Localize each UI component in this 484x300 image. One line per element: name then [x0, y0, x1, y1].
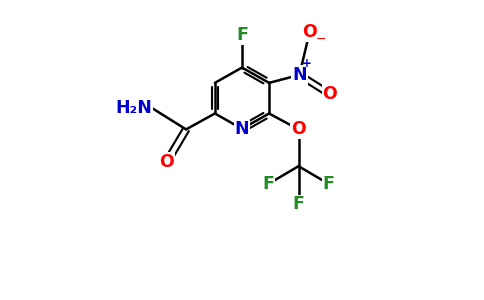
Text: −: − [316, 33, 326, 46]
Text: +: + [302, 57, 311, 70]
Text: O: O [291, 120, 306, 138]
Text: O: O [160, 153, 174, 171]
Text: F: F [262, 175, 274, 193]
Text: F: F [236, 26, 248, 44]
Text: F: F [323, 175, 334, 193]
Text: O: O [322, 85, 337, 103]
Text: N: N [292, 66, 307, 84]
Text: H₂N: H₂N [115, 99, 152, 117]
Text: F: F [293, 196, 304, 214]
Text: O: O [302, 22, 317, 40]
Text: N: N [235, 120, 249, 138]
